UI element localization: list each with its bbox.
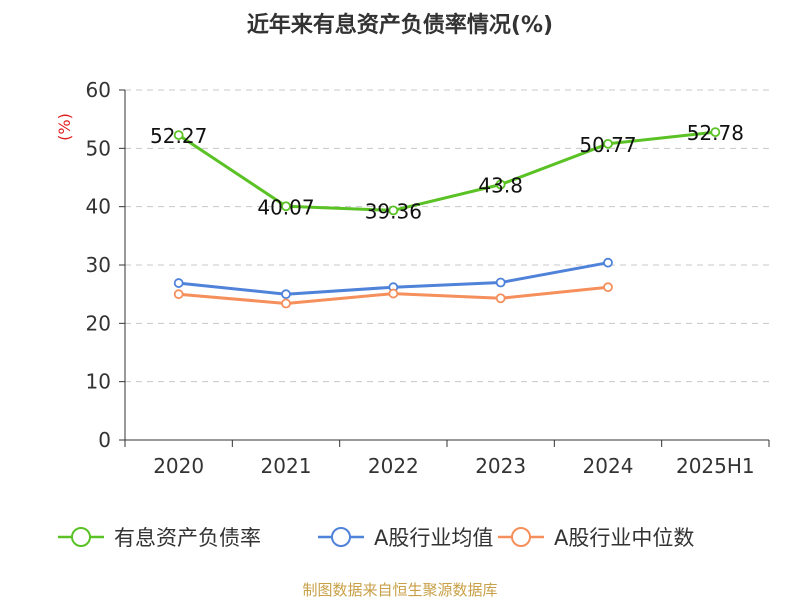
data-point (281, 289, 291, 300)
data-point (710, 127, 721, 138)
legend: 有息资产负债率 A股行业均值 A股行业中位数 (58, 526, 694, 550)
data-point (495, 293, 506, 304)
data-label: 52.27 (150, 124, 207, 148)
data-point (603, 282, 613, 293)
x-tick-label: 2022 (368, 454, 419, 478)
data-label: 43.8 (478, 174, 523, 198)
data-point (495, 179, 506, 190)
legend-label: A股行业中位数 (554, 526, 694, 550)
data-point (603, 257, 613, 268)
data-point (173, 278, 184, 288)
data-label: 52.78 (687, 121, 744, 145)
data-labels: 52.27 40.07 39.36 43.8 50.77 52.78 (150, 121, 744, 223)
y-tick-label: 60 (86, 78, 111, 102)
data-point (173, 289, 184, 300)
data-label: 40.07 (257, 195, 314, 219)
data-label: 50.77 (579, 133, 636, 157)
y-tick-label: 40 (86, 195, 111, 219)
y-tick-label: 20 (86, 311, 111, 335)
gridlines (125, 89, 769, 383)
y-axis-unit: (%) (55, 113, 74, 141)
data-point (495, 277, 506, 288)
chart-title: 近年来有息资产负债率情况(%) (247, 12, 553, 38)
data-point (173, 130, 184, 140)
data-point (388, 205, 399, 216)
x-tick-label: 2025H1 (676, 454, 755, 478)
legend-label: A股行业均值 (374, 526, 493, 550)
data-point (603, 138, 613, 149)
source-note: 制图数据来自恒生聚源数据库 (302, 581, 497, 599)
y-tick-label: 50 (86, 136, 111, 160)
legend-marker (71, 527, 91, 547)
x-tick-label: 2023 (475, 454, 526, 478)
legend-marker (331, 527, 351, 547)
series-lines (173, 127, 721, 309)
data-label: 39.36 (365, 199, 422, 223)
data-point (281, 298, 291, 309)
x-tick-label: 2020 (153, 454, 204, 478)
data-point (281, 201, 291, 212)
x-tick-label: 2021 (261, 454, 312, 478)
series-line (177, 130, 716, 212)
legend-label: 有息资产负债率 (114, 526, 261, 550)
legend-marker (511, 527, 531, 547)
axes (119, 89, 770, 447)
y-tick-label: 30 (86, 253, 111, 277)
y-tick-labels: 0 10 20 30 40 50 60 (86, 78, 111, 452)
x-tick-label: 2024 (583, 454, 634, 478)
y-tick-label: 10 (86, 370, 111, 394)
y-tick-label: 0 (98, 428, 111, 452)
data-point (388, 288, 399, 299)
x-tick-labels: 2020 2021 2022 2023 2024 2025H1 (153, 454, 754, 478)
